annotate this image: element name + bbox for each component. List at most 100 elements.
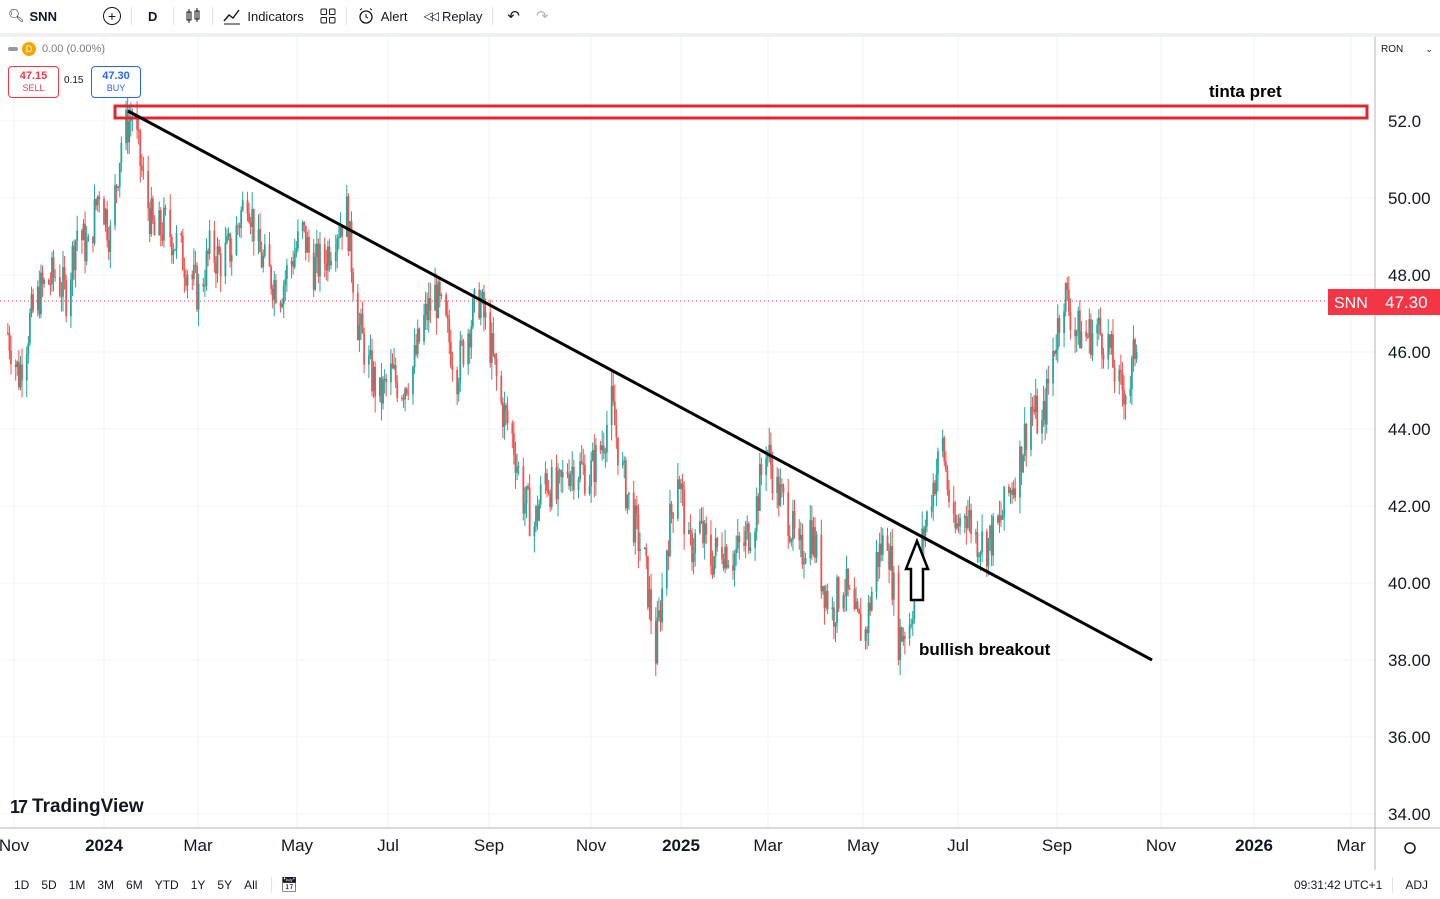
divider <box>271 876 273 893</box>
candle-body <box>172 250 175 256</box>
chart-type-button[interactable] <box>176 0 210 32</box>
alert-button[interactable]: Alert <box>349 0 416 32</box>
candle-body <box>985 531 988 567</box>
candle-body <box>648 589 651 608</box>
interval-button[interactable]: D <box>134 0 171 32</box>
candle-body <box>572 466 575 491</box>
candle-body <box>511 423 514 434</box>
legend-toggle[interactable] <box>8 47 18 51</box>
range-button-1d[interactable]: 1D <box>14 877 30 892</box>
candle-body <box>978 554 980 557</box>
candle-body <box>451 365 454 371</box>
candle-body <box>970 510 972 535</box>
candle-body <box>815 534 818 558</box>
candle-body <box>799 534 802 541</box>
range-button-6m[interactable]: 6M <box>126 877 143 892</box>
candle-body <box>681 483 684 490</box>
candle-body <box>1123 390 1125 405</box>
candle-body <box>848 588 851 590</box>
candle-body <box>306 237 309 253</box>
candle-body <box>1055 349 1058 354</box>
candle-body <box>1003 486 1006 517</box>
candle-body <box>989 525 991 539</box>
candle-body <box>833 607 835 627</box>
candle-body <box>544 473 547 485</box>
candle-body <box>226 236 228 243</box>
candle-body <box>943 437 946 462</box>
adj-toggle[interactable]: ADJ <box>1405 877 1428 892</box>
clock[interactable]: 09:31:42 UTC+1 <box>1293 877 1383 892</box>
candle-body <box>998 515 1001 523</box>
candle-body <box>954 514 957 529</box>
price-tick-label: 36.00 <box>1388 728 1431 747</box>
candle-body <box>1025 423 1028 450</box>
time-tick-label: Jul <box>377 836 399 855</box>
currency-select[interactable]: RON ⌄ <box>1381 44 1437 55</box>
candle-body <box>150 198 153 235</box>
candle-body <box>1101 334 1103 355</box>
candle-body <box>1135 352 1138 360</box>
buy-button[interactable]: 47.30 BUY <box>91 66 141 98</box>
range-button-3m[interactable]: 3M <box>97 877 115 892</box>
time-tick-label: Nov <box>0 836 30 855</box>
candle-body <box>1091 333 1094 356</box>
candle-body <box>1052 350 1054 384</box>
candle-body <box>760 464 763 476</box>
candle-body <box>429 298 432 311</box>
candle-body <box>535 506 537 527</box>
candle-body <box>1119 369 1122 373</box>
candle-body <box>1124 395 1127 405</box>
candle-body <box>1112 334 1114 368</box>
candle-body <box>259 229 261 252</box>
compare-button[interactable]: + <box>95 0 129 32</box>
candle-body <box>1001 516 1004 520</box>
range-button-1y[interactable]: 1Y <box>190 877 206 892</box>
indicators-button[interactable]: Indicators <box>215 0 311 32</box>
undo-button[interactable]: ↶ <box>495 0 532 32</box>
tv-logo-icon: 17 <box>10 796 28 817</box>
candle-body <box>1113 367 1116 382</box>
candle-body <box>483 291 485 318</box>
candle-body <box>853 588 856 610</box>
candle-body <box>1107 334 1110 360</box>
add-icon: + <box>102 7 121 25</box>
candle-body <box>185 277 187 286</box>
range-button-1m[interactable]: 1M <box>68 877 86 892</box>
candle-body <box>755 496 758 532</box>
layouts-button[interactable] <box>312 0 344 32</box>
range-button-ytd[interactable]: YTD <box>154 877 179 892</box>
candle-body <box>378 377 381 397</box>
sell-button[interactable]: 47.15 SELL <box>8 66 59 98</box>
candle-body <box>864 629 867 641</box>
candle-body <box>241 200 244 211</box>
candle-body <box>517 466 520 468</box>
candle-body <box>549 493 552 507</box>
price-tick-label: 48.00 <box>1388 266 1431 285</box>
redo-button[interactable]: ↷ <box>532 0 553 32</box>
symbol-search[interactable]: 🔍︎ SNN <box>0 0 65 32</box>
range-button-5y[interactable]: 5Y <box>217 877 233 892</box>
spread: 0.15 <box>64 75 84 86</box>
candle-body <box>683 489 686 535</box>
candle-body <box>610 385 613 426</box>
range-button-all[interactable]: All <box>244 877 258 892</box>
date-range-icon[interactable]: 📅︎ <box>280 876 299 892</box>
candle-body <box>926 511 928 527</box>
candle-body <box>330 260 332 266</box>
candle-body <box>6 332 9 334</box>
candle-body <box>54 276 57 278</box>
candle-body <box>634 505 637 543</box>
brand-name: TradingView <box>32 796 144 817</box>
candle-body <box>889 546 892 570</box>
candle-body <box>547 490 550 494</box>
candle-body <box>1080 331 1083 348</box>
replay-button[interactable]: ◁◁ Replay <box>415 0 490 32</box>
candle-body <box>303 222 306 226</box>
candle-body <box>776 476 779 494</box>
candle-body <box>754 531 756 548</box>
range-button-5d[interactable]: 5D <box>41 877 57 892</box>
candle-body <box>27 343 30 355</box>
gear-icon[interactable] <box>1404 842 1416 854</box>
candles-icon <box>186 8 200 23</box>
